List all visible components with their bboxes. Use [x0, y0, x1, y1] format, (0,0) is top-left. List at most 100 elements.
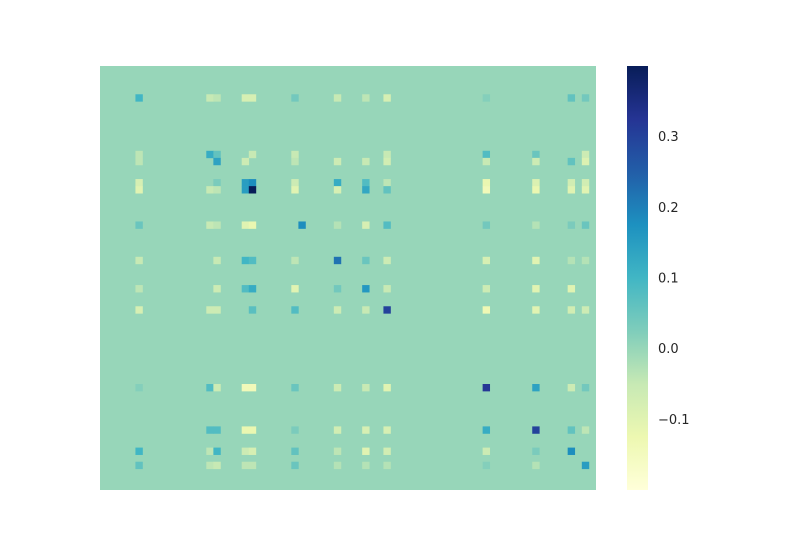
heatmap-cell: [383, 306, 391, 314]
heatmap-cell: [241, 221, 250, 229]
heatmap-cell: [291, 306, 299, 314]
heatmap-cell: [248, 256, 257, 265]
heatmap-cell: [567, 285, 576, 293]
heatmap-cell: [248, 384, 257, 392]
heatmap-cell: [362, 384, 370, 392]
heatmap-cell: [213, 461, 221, 470]
heatmap-cell: [482, 150, 491, 159]
heatmap-cell: [482, 256, 491, 265]
heatmap-cell: [482, 221, 491, 229]
heatmap-cell: [248, 150, 257, 159]
heatmap-cell: [206, 461, 214, 470]
heatmap-cell: [532, 186, 540, 194]
colorbar-ticks: 0.3 0.2 0.1 0.0 −0.1: [658, 130, 690, 428]
heatmap-cell: [291, 150, 299, 159]
heatmap-cell: [291, 447, 299, 455]
heatmap-cell: [241, 157, 250, 166]
heatmap-cell: [567, 186, 576, 194]
heatmap-cell: [482, 285, 491, 293]
heatmap-cell: [333, 306, 342, 314]
heatmap-cell: [206, 94, 214, 102]
heatmap-cell: [333, 157, 342, 166]
heatmap-cell: [248, 94, 257, 102]
heatmap-cell: [362, 447, 370, 455]
heatmap-cell: [241, 186, 250, 194]
heatmap-cells: [135, 94, 590, 470]
heatmap-cell: [482, 461, 491, 470]
heatmap-cell: [248, 285, 257, 293]
heatmap-cell: [532, 384, 540, 392]
heatmap-cell: [206, 306, 214, 314]
heatmap-cell: [383, 179, 391, 187]
heatmap-cell: [213, 426, 221, 434]
heatmap-background: [100, 66, 596, 490]
heatmap-cell: [532, 306, 540, 314]
heatmap-cell: [298, 221, 306, 229]
heatmap-cell: [206, 384, 214, 392]
heatmap-cell: [362, 221, 370, 229]
heatmap-cell: [532, 285, 540, 293]
heatmap-cell: [333, 285, 342, 293]
heatmap-cell: [362, 285, 370, 293]
colorbar-tick-label: 0.3: [658, 130, 679, 145]
colorbar-tick-label: −0.1: [658, 413, 690, 428]
colorbar-tick-label: 0.0: [658, 342, 679, 357]
heatmap-cell: [482, 447, 491, 455]
heatmap-cell: [248, 461, 257, 470]
heatmap-cell: [291, 384, 299, 392]
heatmap-cell: [241, 426, 250, 434]
heatmap-cell: [482, 186, 491, 194]
heatmap-cell: [135, 306, 143, 314]
heatmap-cell: [241, 285, 250, 293]
heatmap-cell: [241, 256, 250, 265]
heatmap-cell: [291, 461, 299, 470]
heatmap-cell: [206, 186, 214, 194]
heatmap-cell: [567, 384, 576, 392]
heatmap-cell: [135, 384, 143, 392]
heatmap-cell: [383, 285, 391, 293]
heatmap-cell: [362, 186, 370, 194]
heatmap-cell: [241, 447, 250, 455]
heatmap-cell: [383, 157, 391, 166]
heatmap-cell: [213, 157, 221, 166]
heatmap-cell: [532, 426, 540, 434]
heatmap-cell: [383, 447, 391, 455]
heatmap-cell: [383, 384, 391, 392]
heatmap-cell: [581, 94, 590, 102]
heatmap-cell: [581, 186, 590, 194]
heatmap-cell: [248, 426, 257, 434]
heatmap-cell: [333, 461, 342, 470]
heatmap-cell: [532, 157, 540, 166]
heatmap-cell: [567, 306, 576, 314]
heatmap-cell: [333, 256, 342, 265]
heatmap-cell: [248, 179, 257, 187]
heatmap-cell: [383, 94, 391, 102]
heatmap-cell: [135, 94, 143, 102]
heatmap-cell: [482, 179, 491, 187]
heatmap-cell: [135, 461, 143, 470]
heatmap-cell: [135, 186, 143, 194]
heatmap-cell: [213, 256, 221, 265]
heatmap-cell: [213, 150, 221, 159]
heatmap-cell: [383, 221, 391, 229]
heatmap-cell: [135, 179, 143, 187]
heatmap-cell: [241, 384, 250, 392]
heatmap-cell: [567, 256, 576, 265]
heatmap-cell: [362, 306, 370, 314]
heatmap-cell: [333, 426, 342, 434]
heatmap-cell: [333, 179, 342, 187]
heatmap-cell: [362, 426, 370, 434]
heatmap-cell: [333, 447, 342, 455]
heatmap-cell: [362, 461, 370, 470]
heatmap-cell: [383, 256, 391, 265]
heatmap-cell: [213, 447, 221, 455]
heatmap-cell: [581, 256, 590, 265]
heatmap-cell: [383, 426, 391, 434]
heatmap-cell: [241, 179, 250, 187]
heatmap-cell: [532, 461, 540, 470]
heatmap-cell: [362, 256, 370, 265]
heatmap-cell: [581, 426, 590, 434]
heatmap-cell: [532, 179, 540, 187]
colorbar: 0.3 0.2 0.1 0.0 −0.1: [627, 66, 690, 490]
